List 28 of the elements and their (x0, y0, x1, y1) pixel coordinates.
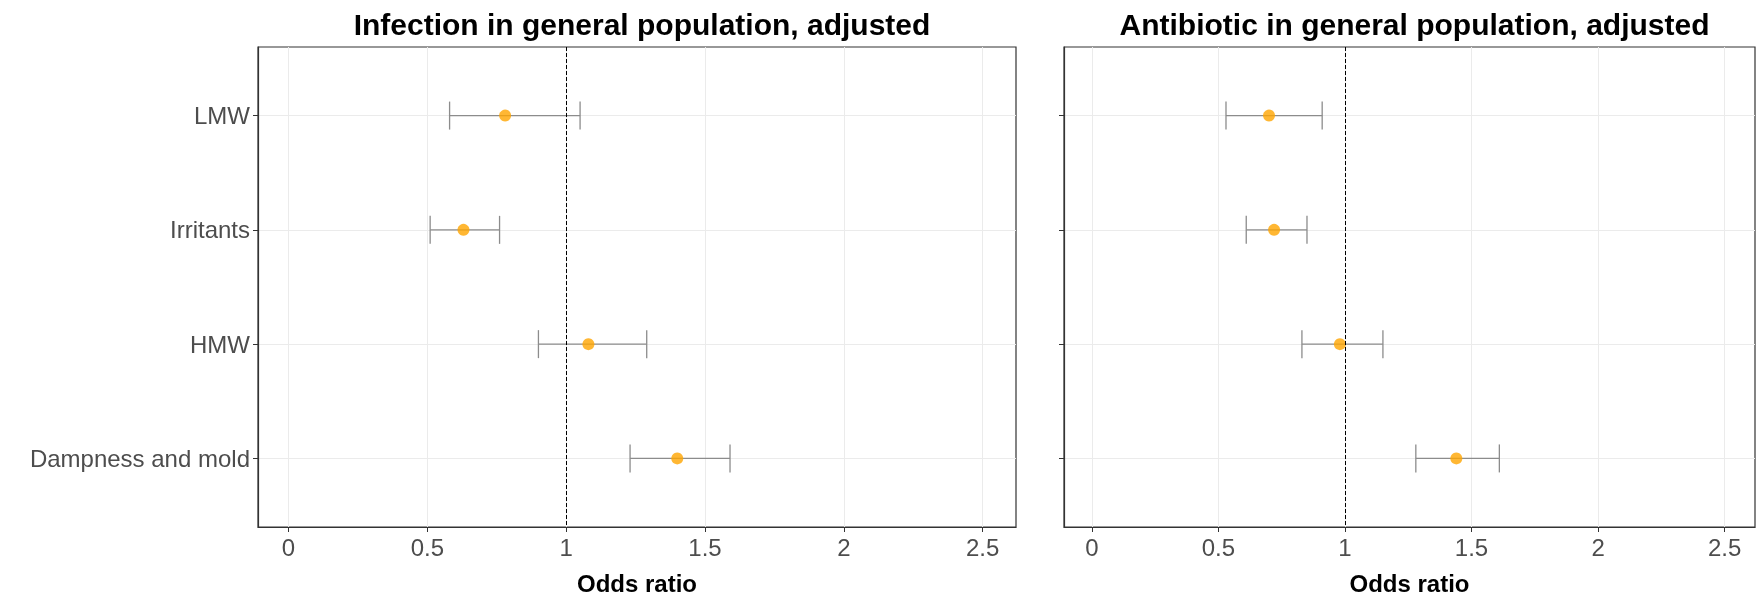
chart-title: Infection in general population, adjusted (353, 7, 931, 41)
y-tick-label: Dampness and mold (29, 444, 250, 472)
x-tick-label: 0.5 (410, 533, 445, 561)
point (1268, 223, 1281, 236)
point (499, 109, 512, 122)
point (671, 452, 684, 465)
x-tick-label: 1.5 (1454, 533, 1489, 561)
x-tick-label: 2.5 (1707, 533, 1742, 561)
x-tick-label: 1 (1338, 533, 1352, 561)
chart-title: Antibiotic in general population, adjusted (1119, 7, 1710, 41)
point (1450, 452, 1463, 465)
x-tick-label: 1.5 (688, 533, 722, 561)
point (1333, 338, 1346, 351)
x-tick-label: 1 (559, 533, 573, 561)
y-tick-label: Irritants (169, 216, 250, 244)
point (582, 338, 595, 351)
x-axis-title: Odds ratio (576, 569, 698, 597)
y-tick-label: LMW (194, 102, 251, 130)
x-tick-label: 2 (837, 533, 851, 561)
point (1263, 109, 1276, 122)
x-tick-label: 2 (1591, 533, 1605, 561)
x-tick-label: 0 (281, 533, 296, 561)
x-axis-title: Odds ratio (1349, 569, 1470, 597)
x-tick-label: 2.5 (965, 533, 1000, 561)
y-tick-label: HMW (190, 330, 251, 358)
point (457, 223, 470, 236)
x-tick-label: 0.5 (1201, 533, 1236, 561)
x-tick-label: 0 (1085, 533, 1099, 561)
